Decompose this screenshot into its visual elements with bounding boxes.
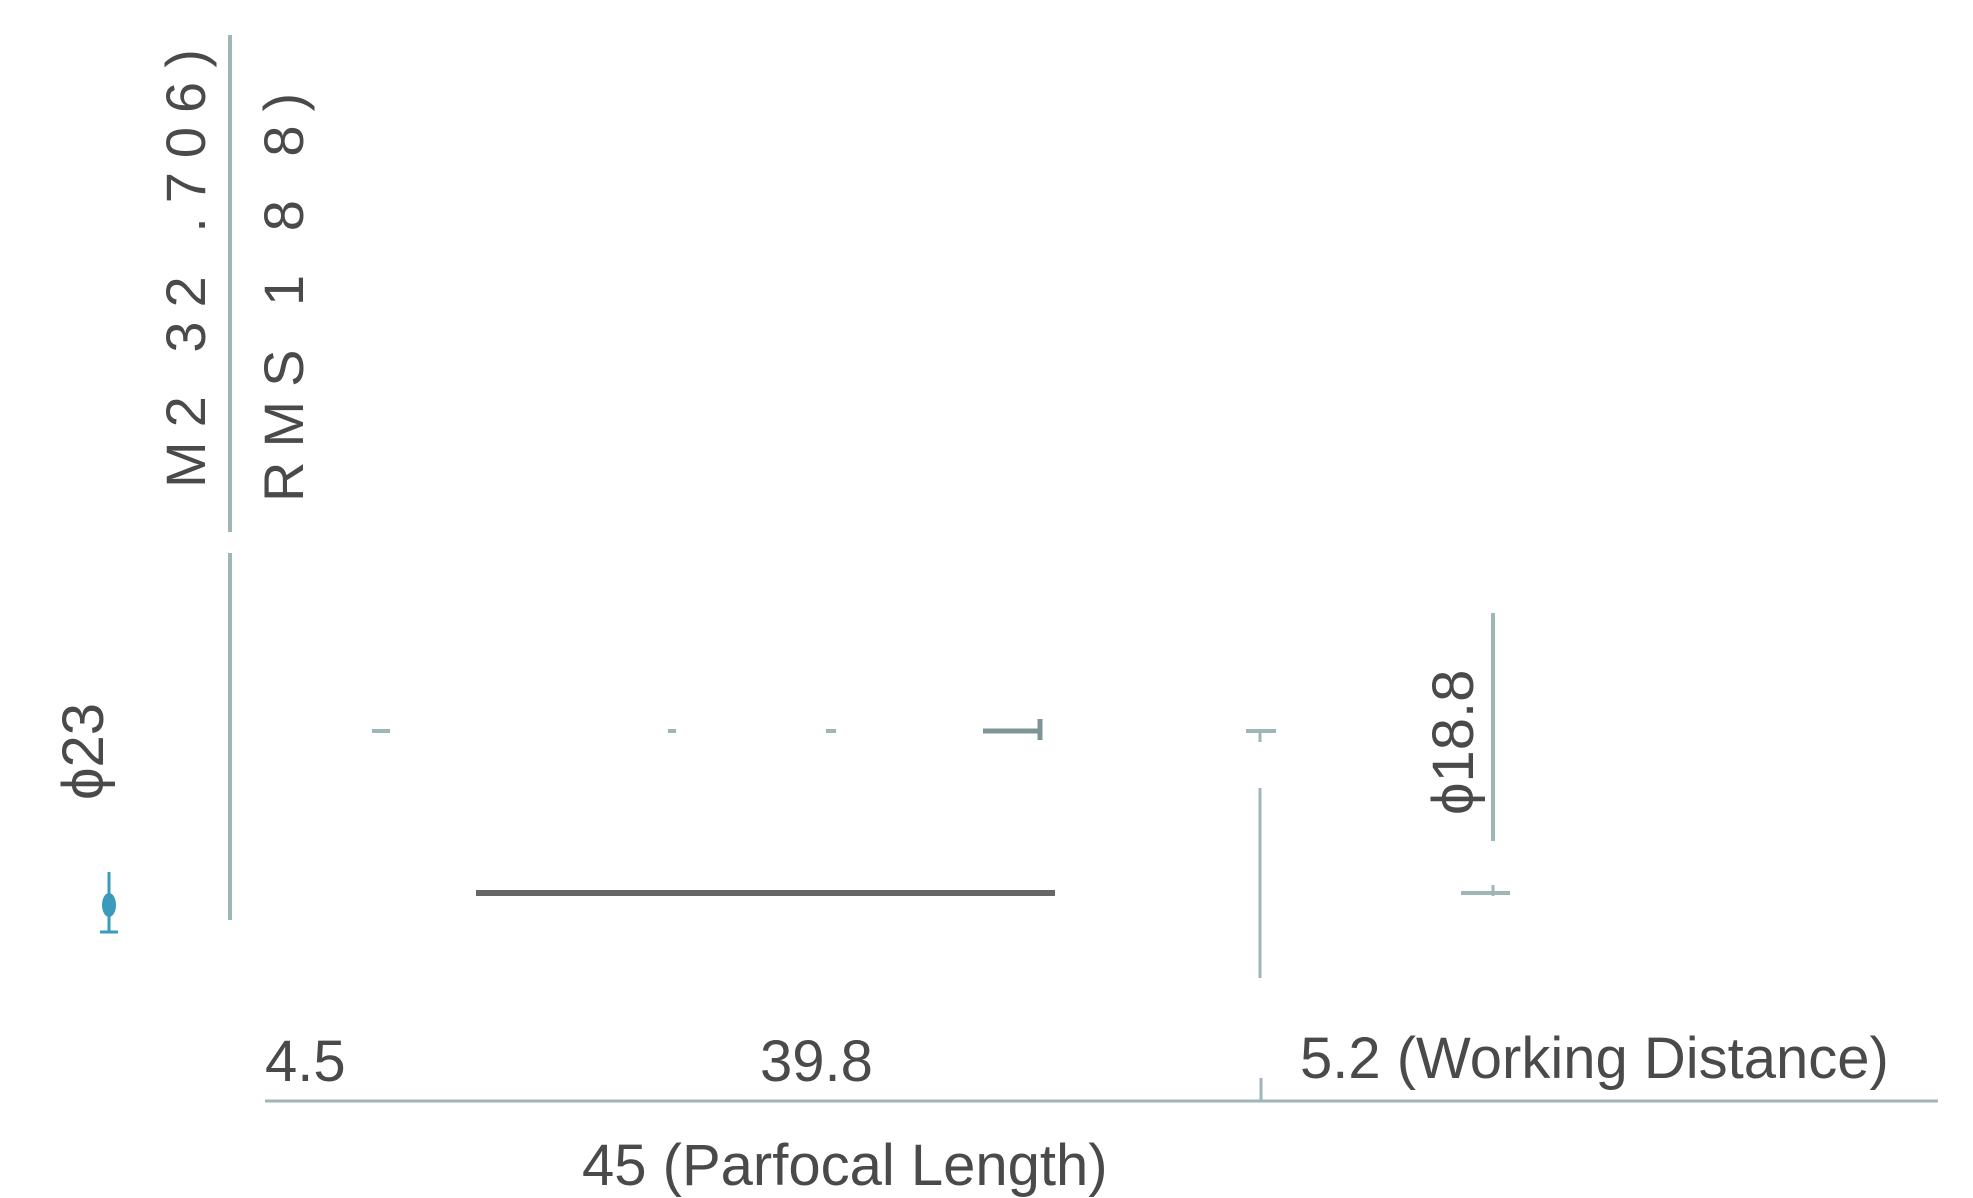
thread-length-label: 4.5 bbox=[265, 1029, 346, 1094]
thread-spec-line-1: M2 32 .706) bbox=[154, 35, 217, 488]
tip-diameter-label: ϕ18.8 bbox=[1421, 669, 1486, 815]
body-length-label: 39.8 bbox=[760, 1029, 873, 1094]
working-distance-label: 5.2 (Working Distance) bbox=[1300, 1026, 1889, 1091]
accent-marker-icon bbox=[100, 872, 118, 934]
thread-spec-line-2: RMS 1 8 8) bbox=[252, 78, 315, 502]
body-diameter-label: ϕ23 bbox=[51, 703, 116, 800]
parfocal-length-label: 45 (Parfocal Length) bbox=[582, 1133, 1108, 1198]
